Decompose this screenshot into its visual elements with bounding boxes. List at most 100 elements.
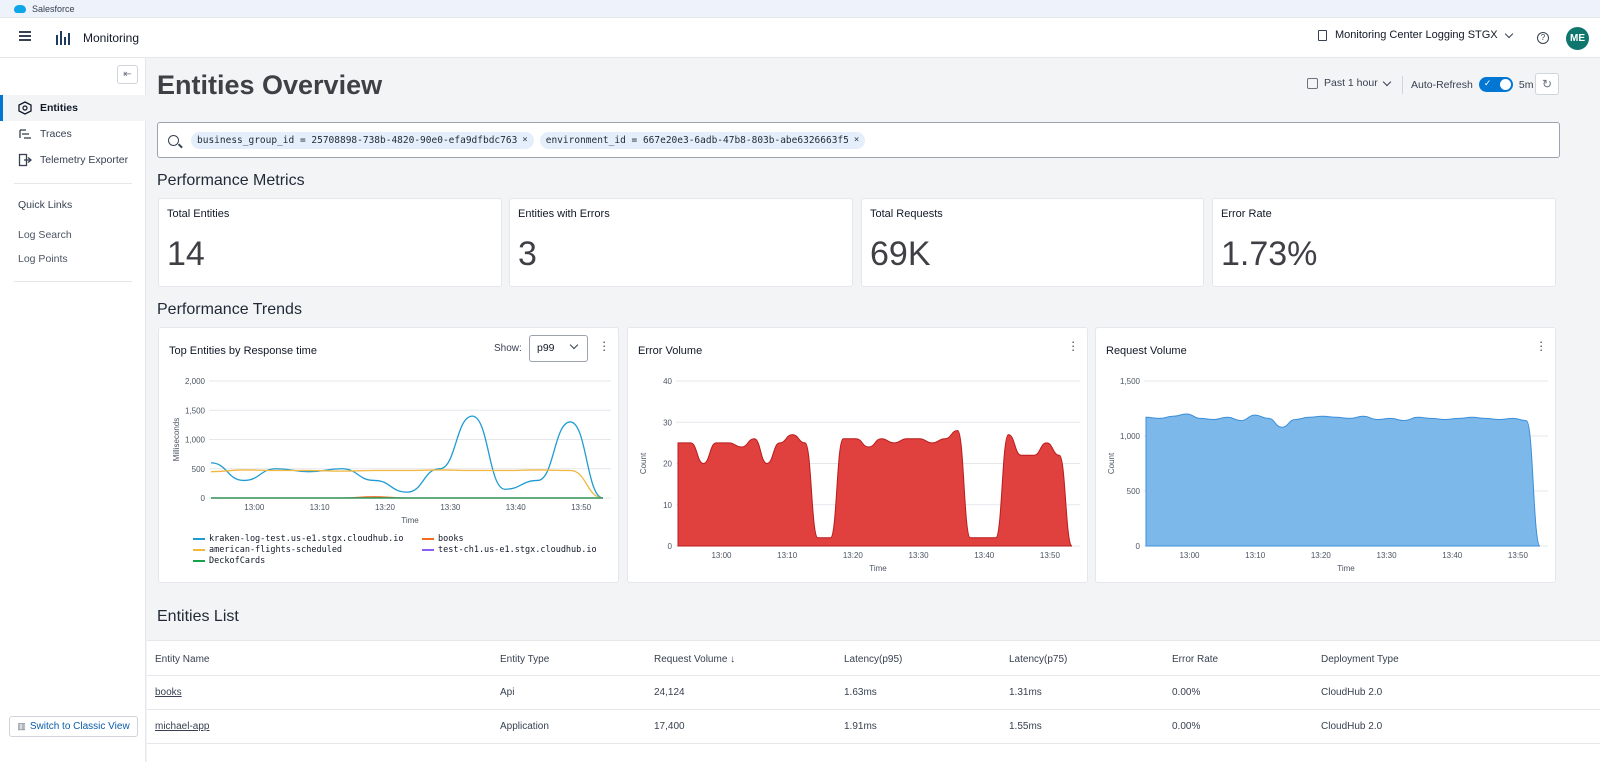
traces-icon [19,129,31,139]
y-axis-label: Count [1107,452,1116,474]
y-tick-label: 1,500 [1120,377,1141,386]
auto-refresh-toggle[interactable] [1478,77,1513,92]
page-header: Entities Overview Past 1 hour Auto-Refre… [147,58,1600,111]
x-axis-label: Time [1337,564,1355,573]
performance-metrics-title: Performance Metrics [157,172,305,189]
legend-swatch [193,538,205,540]
metric-value: 3 [518,235,537,273]
entities-table: Entity Name Entity Type Request Volume ↓… [147,640,1600,762]
main-content: Entities Overview Past 1 hour Auto-Refre… [147,58,1600,762]
sidebar-item-entities[interactable]: Entities [0,95,146,121]
y-tick-label: 0 [1136,542,1141,551]
filter-chip[interactable]: environment_id = 667e20e3-6adb-47b8-803b… [539,131,866,149]
series-area [1145,413,1541,547]
hamburger-menu-icon[interactable] [19,31,31,41]
column-header-latency-p95[interactable]: Latency(p95) [844,654,903,665]
column-header-entity-name[interactable]: Entity Name [155,654,210,665]
error-rate: 0.00% [1172,687,1201,698]
switch-classic-view-button[interactable]: ▥ Switch to Classic View [9,716,138,737]
x-tick-label: 13:10 [310,503,331,512]
monitoring-logo-icon [56,31,70,45]
entities-list-title: Entities List [157,608,239,625]
chevron-down-icon [1382,77,1391,86]
more-options-icon[interactable]: · · · [1071,334,1076,357]
show-label: Show: [494,343,522,354]
quick-link-log-points[interactable]: Log Points [18,253,68,265]
x-tick-label: 13:00 [244,503,265,512]
x-tick-label: 13:00 [1179,551,1200,560]
metric-label: Entities with Errors [518,208,610,220]
quick-link-log-search[interactable]: Log Search [18,229,72,241]
error-volume-chart: 40 30 20 10 0 13:00 13:10 13:20 13:30 13:40 13:50 T… [639,377,1080,573]
sidebar-item-telemetry-exporter[interactable]: Telemetry Exporter [0,147,146,173]
remove-filter-icon[interactable]: × [522,135,528,145]
metric-label: Total Entities [167,208,230,220]
y-tick-label: 10 [663,501,672,510]
classic-view-icon: ▥ [17,721,26,731]
deployment-type: CloudHub 2.0 [1321,687,1383,698]
y-tick-label: 30 [663,418,672,427]
column-header-error-rate[interactable]: Error Rate [1172,654,1219,665]
help-icon[interactable]: ? [1537,32,1549,44]
sidebar-item-label: Entities [40,102,78,114]
legend-label: kraken-log-test.us-e1.stgx.cloudhub.io [209,534,404,544]
time-range-picker[interactable]: Past 1 hour [1307,77,1391,89]
column-header-entity-type[interactable]: Entity Type [500,654,550,665]
deployment-type: CloudHub 2.0 [1321,721,1383,732]
chart-card-request-volume: 1,500 1,000 500 0 13:00 13:10 13:20 13:30 13:40 1… [1095,327,1556,583]
x-tick-label: 13:20 [843,551,864,560]
entity-type: Application [500,721,549,732]
legend-item: american-flights-scheduled [193,545,342,555]
y-tick-label: 40 [663,377,672,386]
column-header-deployment-type[interactable]: Deployment Type [1321,654,1399,665]
legend-label: american-flights-scheduled [209,545,343,555]
y-tick-label: 1,000 [185,436,206,445]
environment-selector[interactable]: Monitoring Center Logging STGX [1318,29,1513,41]
legend-item: books [422,534,464,544]
table-row: books Api 24,124 1.63ms 1.31ms 0.00% Clo… [147,676,1600,710]
y-axis-label: Milliseconds [172,418,181,462]
entities-icon [18,101,32,115]
sidebar-divider [14,183,132,184]
y-tick-label: 1,000 [1120,432,1141,441]
search-icon [168,134,179,146]
column-header-request-volume[interactable]: Request Volume ↓ [654,654,736,665]
y-tick-label: 0 [201,494,206,503]
y-tick-label: 20 [663,460,672,469]
sidebar-item-traces[interactable]: Traces [0,121,146,147]
column-header-latency-p75[interactable]: Latency(p75) [1009,654,1068,665]
salesforce-label: Salesforce [32,3,75,14]
y-tick-label: 1,500 [185,406,206,415]
entity-name-link[interactable]: michael-app [155,721,210,732]
entity-name-link[interactable]: books [155,687,182,698]
more-options-icon[interactable]: · · · [1539,334,1544,357]
metric-card-entities-with-errors: Entities with Errors 3 [509,198,853,287]
remove-filter-icon[interactable]: × [853,135,860,145]
sidebar-item-label: Telemetry Exporter [40,154,129,166]
filter-search-bar[interactable]: business_group_id = 25708898-738b-4820-9… [157,122,1560,158]
metric-card-error-rate: Error Rate 1.73% [1212,198,1556,287]
legend-swatch [422,538,434,540]
more-options-icon[interactable]: · · · [602,334,607,357]
entity-type: Api [500,687,515,698]
auto-refresh-label: Auto-Refresh [1411,78,1473,91]
x-tick-label: 13:30 [1377,551,1398,560]
time-range-label: Past 1 hour [1324,77,1378,89]
quick-links-heading: Quick Links [18,199,73,211]
header-divider [1402,76,1403,94]
x-tick-label: 13:20 [1311,551,1332,560]
avatar[interactable]: ME [1566,27,1589,50]
y-tick-label: 0 [668,542,673,551]
legend-swatch [422,549,434,551]
percentile-select[interactable]: p99 [529,335,588,362]
table-row: michael-app Application 17,400 1.91ms 1.… [147,710,1600,744]
refresh-button[interactable]: ↻ [1535,73,1559,95]
refresh-interval[interactable]: 5m [1518,78,1534,91]
filter-chip[interactable]: business_group_id = 25708898-738b-4820-9… [191,131,534,149]
x-axis-label: Time [869,564,887,573]
x-tick-label: 13:40 [506,503,527,512]
latency-p95: 1.91ms [844,721,877,732]
metric-label: Error Rate [1221,208,1272,220]
collapse-sidebar-button[interactable]: ⇤ [117,65,138,84]
sidebar: ⇤ Entities Traces Telemetry Exporter Qui… [0,58,146,762]
